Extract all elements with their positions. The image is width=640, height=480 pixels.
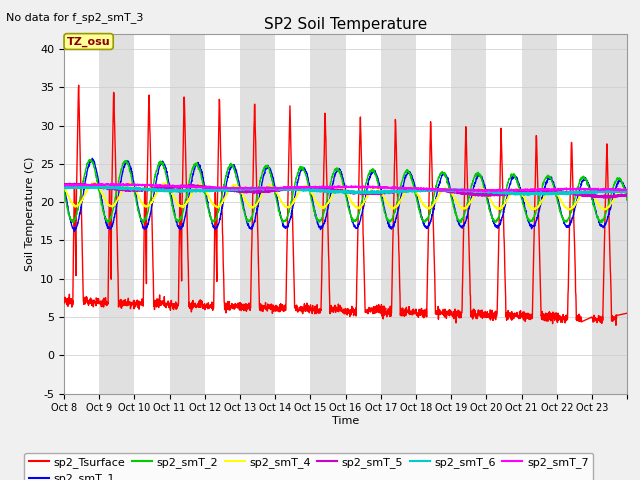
- Bar: [240, 34, 275, 394]
- Bar: [451, 34, 486, 394]
- Bar: [205, 34, 240, 394]
- Bar: [99, 34, 134, 394]
- Text: TZ_osu: TZ_osu: [67, 36, 111, 47]
- Bar: [275, 34, 310, 394]
- Bar: [522, 34, 557, 394]
- Title: SP2 Soil Temperature: SP2 Soil Temperature: [264, 17, 428, 33]
- Bar: [557, 34, 592, 394]
- Bar: [170, 34, 205, 394]
- Bar: [134, 34, 170, 394]
- Legend: sp2_Tsurface, sp2_smT_1, sp2_smT_2, sp2_smT_4, sp2_smT_5, sp2_smT_6, sp2_smT_7: sp2_Tsurface, sp2_smT_1, sp2_smT_2, sp2_…: [24, 453, 593, 480]
- X-axis label: Time: Time: [332, 416, 359, 426]
- Bar: [486, 34, 522, 394]
- Bar: [64, 34, 99, 394]
- Bar: [592, 34, 627, 394]
- Y-axis label: Soil Temperature (C): Soil Temperature (C): [24, 156, 35, 271]
- Bar: [346, 34, 381, 394]
- Bar: [310, 34, 346, 394]
- Text: No data for f_sp2_smT_3: No data for f_sp2_smT_3: [6, 12, 144, 23]
- Bar: [416, 34, 451, 394]
- Bar: [381, 34, 416, 394]
